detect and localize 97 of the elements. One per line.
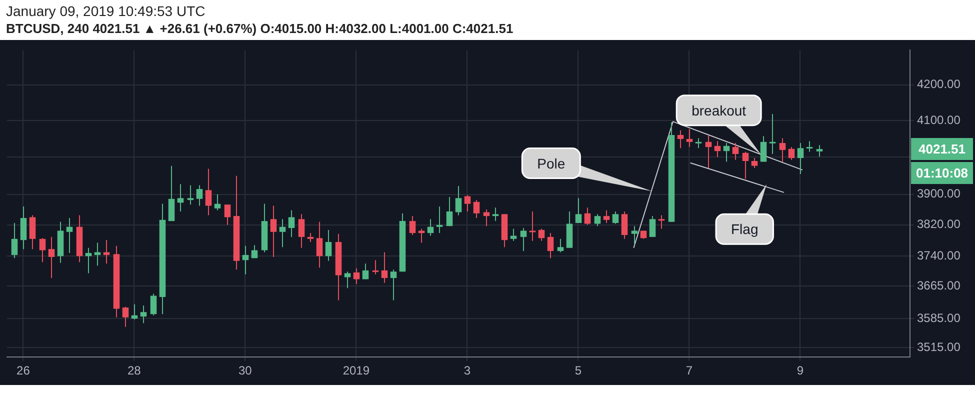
candlestick (575, 198, 582, 224)
candlestick (723, 142, 730, 162)
candlestick (214, 194, 221, 211)
candlestick (446, 196, 453, 227)
candlestick (48, 236, 55, 279)
candlestick (584, 207, 591, 226)
candlestick (603, 210, 610, 224)
x-tick-label: 30 (238, 364, 252, 378)
candlestick (806, 140, 813, 152)
candlestick (695, 138, 702, 149)
candlestick (39, 238, 46, 263)
candlestick (779, 138, 786, 162)
candlestick (288, 210, 295, 238)
candlestick (427, 218, 434, 236)
chart-title: January 09, 2019 10:49:53 UTC (6, 2, 206, 21)
annotation: Flag (731, 221, 758, 238)
candlestick (464, 194, 471, 212)
candlestick (66, 217, 73, 254)
candlestick (594, 214, 601, 227)
y-tick-label: 3820.00 (917, 217, 961, 232)
candlestick (372, 260, 379, 275)
candlestick (686, 128, 693, 148)
candlestick (85, 247, 92, 274)
candlestick (11, 222, 18, 259)
y-tick-label: 4200.00 (917, 77, 961, 92)
candlestick (557, 238, 564, 253)
y-tick-label: 3515.00 (917, 340, 961, 354)
x-tick-label: 2019 (342, 364, 370, 378)
candlestick (612, 210, 619, 224)
candlestick (103, 240, 110, 264)
candlestick (547, 232, 554, 259)
candlestick (279, 218, 286, 248)
annotation: breakout (692, 102, 746, 118)
candlestick (816, 144, 823, 158)
candlestick (29, 214, 36, 250)
candlestick (242, 245, 249, 275)
candlestick (529, 210, 536, 242)
x-tick-label: 26 (16, 364, 30, 378)
candlestick (325, 229, 332, 262)
candlestick (621, 210, 628, 240)
text: 4021.51 (918, 142, 966, 157)
candlestick (538, 228, 545, 242)
candlestick (270, 205, 277, 258)
candlestick (205, 168, 212, 216)
candlestick (760, 136, 767, 162)
candlestick (298, 214, 305, 248)
chart-subtitle: BTCUSD, 240 4021.51 ▲ +26.61 (+0.67%) O:4015.00 H:4032.00 L:4001.00 C:4021.51 (6, 21, 514, 36)
candlestick (150, 293, 157, 316)
candlestick (631, 226, 638, 246)
candlestick (510, 228, 517, 242)
candlestick (483, 209, 490, 227)
candlestick (409, 216, 416, 236)
x-tick-label: 9 (796, 364, 804, 378)
candlestick (473, 200, 480, 218)
candlestick (455, 186, 462, 216)
candlestick (381, 252, 388, 284)
y-tick-label: 3665.00 (917, 278, 961, 292)
candlestick (362, 263, 369, 280)
candlestick (788, 146, 795, 160)
candlestick (658, 214, 665, 230)
y-tick-label: 3585.00 (917, 310, 961, 325)
candlestick (742, 151, 749, 180)
candlestick (677, 130, 684, 149)
candlestick (797, 142, 804, 175)
candlestick (390, 269, 397, 301)
candlestick (353, 268, 360, 285)
candlestick (94, 242, 101, 266)
candlestick (196, 184, 203, 206)
x-tick-label: 28 (128, 364, 142, 378)
candlestick (316, 221, 323, 268)
x-tick-label: 7 (686, 364, 693, 378)
y-tick-label: 4100.00 (917, 112, 961, 127)
y-tick-label: 3740.00 (917, 248, 961, 262)
annotation: Pole (537, 155, 566, 172)
candlestick (344, 271, 351, 289)
candlestick (177, 184, 184, 212)
candlestick (520, 228, 527, 252)
x-tick-label: 5 (574, 364, 582, 378)
candlestick (649, 216, 656, 238)
candlestick (492, 207, 499, 222)
x-tick-label: 3 (464, 364, 471, 378)
candlestick (714, 140, 721, 158)
candlestick (705, 134, 712, 169)
candlestick (224, 204, 231, 226)
candlestick (751, 158, 758, 169)
candlestick (436, 206, 443, 234)
candlestick (187, 184, 194, 206)
candlestick (769, 114, 776, 154)
text: 01:10:08 (916, 166, 968, 181)
candlestick (418, 228, 425, 244)
candlestick (122, 306, 129, 328)
y-tick-label: 3900.00 (917, 186, 961, 201)
candlestick (168, 165, 175, 222)
candlestick (251, 244, 258, 259)
candlestick (140, 305, 147, 324)
candlestick (732, 142, 739, 160)
candlestick (20, 206, 27, 250)
